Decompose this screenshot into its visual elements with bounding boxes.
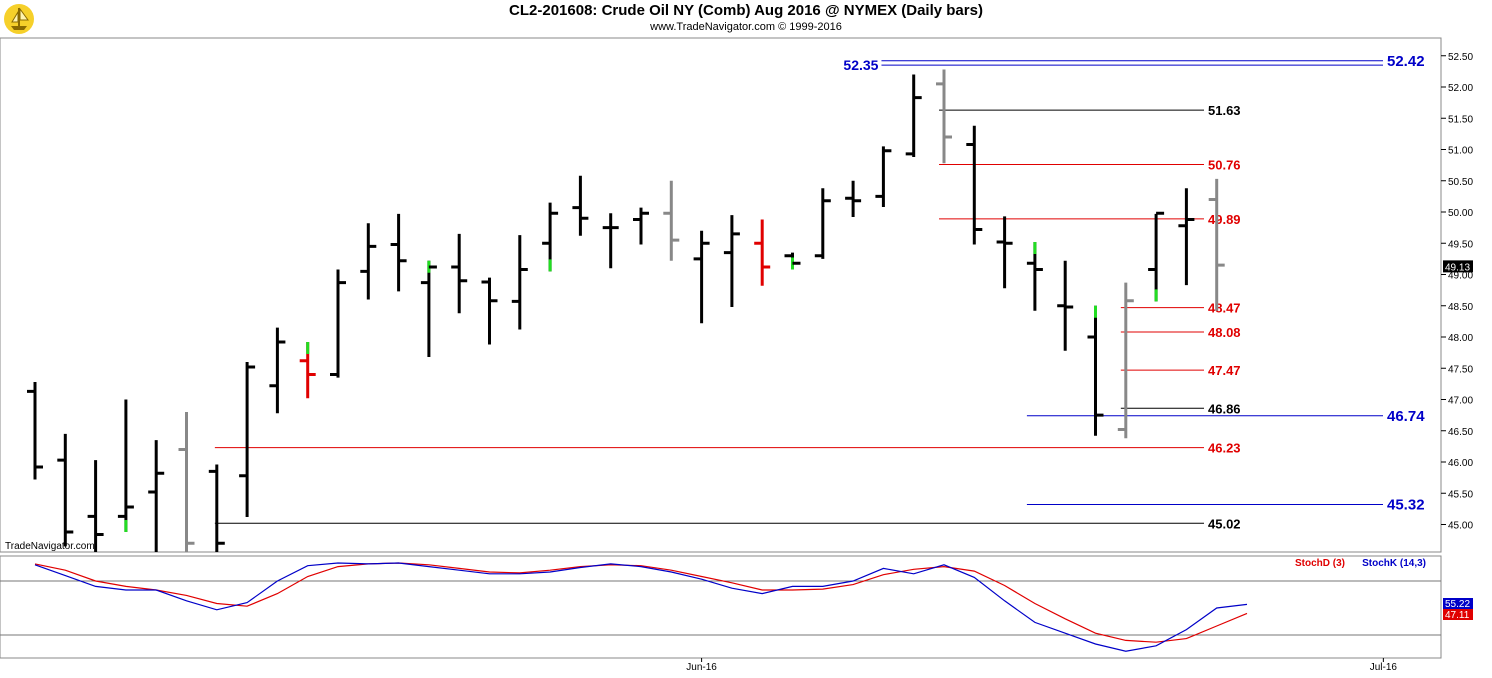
level-label: 52.42 <box>1387 53 1425 70</box>
level-label: 45.02 <box>1208 516 1241 531</box>
stochastic-panel <box>0 555 1442 659</box>
y-tick-label: 45.50 <box>1448 489 1473 500</box>
y-tick-label: 48.50 <box>1448 302 1473 313</box>
level-label: 47.47 <box>1208 363 1241 378</box>
stochk-last-label: 55.22 <box>1445 599 1470 610</box>
stochastic-lines <box>0 562 1441 652</box>
stochd-last-box <box>1443 609 1473 620</box>
tradenavigator-logo-icon <box>4 4 34 34</box>
level-label: 48.08 <box>1208 325 1241 340</box>
y-tick-label: 52.50 <box>1448 52 1473 63</box>
level-label: 49.89 <box>1208 212 1241 227</box>
date-axis: Jun-16 Jul-16 <box>686 658 1397 673</box>
price-levels: 52.35 52.42 51.63 50.76 49.89 48.47 48.08 47.47… <box>214 53 1425 531</box>
y-tick-label: 50.50 <box>1448 177 1473 188</box>
level-label: 46.23 <box>1208 441 1241 456</box>
price-panel <box>0 37 1442 553</box>
level-label: 52.35 <box>843 57 878 73</box>
y-tick-label: 46.50 <box>1448 427 1473 438</box>
price-axis: 45.00 45.50 46.00 46.50 47.00 47.50 48.00 48.50… <box>1441 52 1473 532</box>
level-label: 48.47 <box>1208 301 1241 316</box>
last-price-label: 49.13 <box>1445 262 1470 273</box>
x-tick-label: Jun-16 <box>686 662 717 673</box>
level-label: 45.32 <box>1387 497 1425 514</box>
y-tick-label: 49.00 <box>1448 271 1473 282</box>
legend-stochd: StochD (3) <box>1295 558 1345 569</box>
chart-header: CL2-201608: Crude Oil NY (Comb) Aug 2016… <box>0 0 1492 38</box>
y-tick-label: 45.00 <box>1448 521 1473 532</box>
stochastic-legend: StochD (3) StochK (14,3) <box>1295 558 1426 569</box>
y-tick-label: 46.00 <box>1448 458 1473 469</box>
watermark-text: TradeNavigator.com <box>5 541 95 552</box>
y-tick-label: 52.00 <box>1448 83 1473 94</box>
ohlc-bars <box>27 69 1225 552</box>
y-tick-label: 47.50 <box>1448 364 1473 375</box>
last-price-marker: 49.13 <box>1443 260 1473 273</box>
level-label: 51.63 <box>1208 103 1241 118</box>
chart-subtitle: www.TradeNavigator.com © 1999-2016 <box>650 21 842 33</box>
last-price-box <box>1443 260 1473 273</box>
y-tick-label: 50.00 <box>1448 208 1473 219</box>
y-tick-label: 48.00 <box>1448 333 1473 344</box>
y-tick-label: 51.50 <box>1448 114 1473 125</box>
level-label: 46.74 <box>1387 408 1425 425</box>
stochk-last-box <box>1443 598 1473 609</box>
stoch-series-line <box>34 562 1248 652</box>
level-label: 46.86 <box>1208 401 1241 416</box>
legend-stochk: StochK (14,3) <box>1362 558 1426 569</box>
stochd-last-label: 47.11 <box>1445 610 1470 621</box>
y-tick-label: 49.50 <box>1448 239 1473 250</box>
y-tick-label: 51.00 <box>1448 146 1473 157</box>
level-label: 50.76 <box>1208 158 1241 173</box>
x-tick-label: Jul-16 <box>1370 662 1398 673</box>
y-tick-label: 47.00 <box>1448 396 1473 407</box>
chart-title: CL2-201608: Crude Oil NY (Comb) Aug 2016… <box>509 2 983 19</box>
